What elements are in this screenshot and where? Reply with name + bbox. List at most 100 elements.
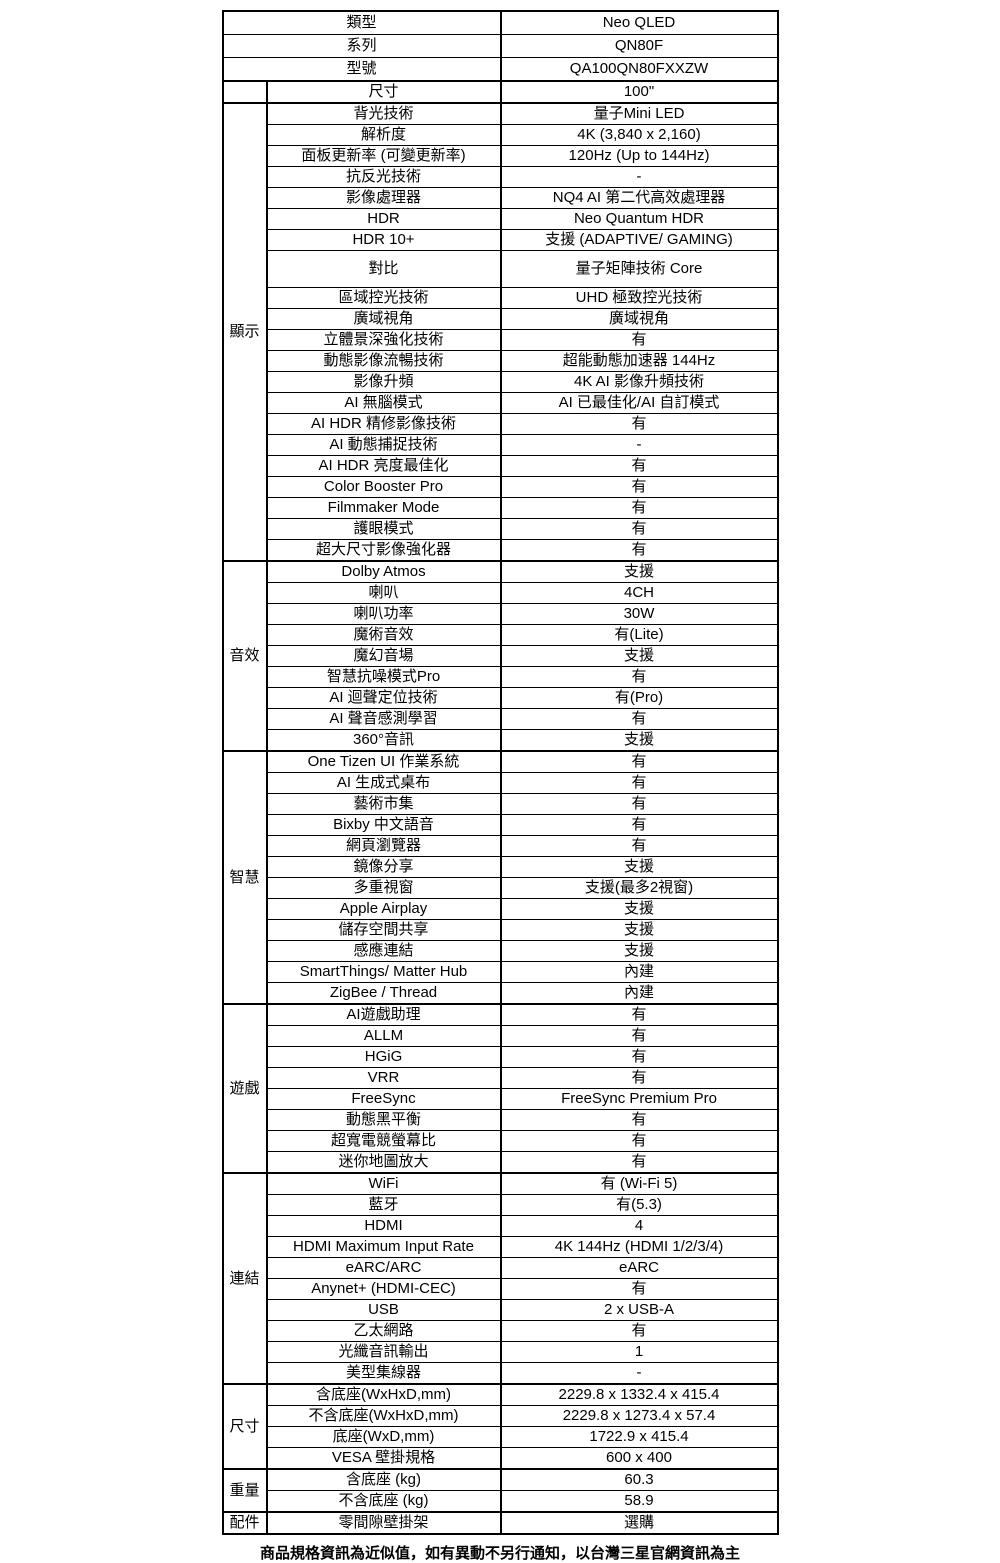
spec-value-cell: 4CH <box>499 582 779 604</box>
category-cell: 配件 <box>221 1511 268 1535</box>
spec-value-cell: 支援 <box>499 560 779 583</box>
spec-label-cell: USB <box>265 1299 502 1321</box>
spec-row: AI 生成式桌布有 <box>223 772 779 794</box>
category-cell: 智慧 <box>221 750 268 1005</box>
spec-row: 影像升頻 4K AI 影像升頻技術 <box>223 371 779 393</box>
spec-label-cell: HDR <box>265 208 502 230</box>
spec-row: 藝術市集有 <box>223 793 779 815</box>
spec-row: 立體景深強化技術有 <box>223 329 779 351</box>
spec-label-cell: 零間隙壁掛架 <box>265 1511 502 1535</box>
spec-value-cell: 2229.8 x 1332.4 x 415.4 <box>499 1383 779 1406</box>
spec-row: 遊戲 AI遊戲助理有 <box>221 1003 779 1174</box>
spec-row: FreeSync FreeSync Premium Pro <box>223 1088 779 1110</box>
spec-label-cell: AI 生成式桌布 <box>265 772 502 794</box>
spec-row: VESA 壁掛規格 600 x 400 <box>223 1447 779 1470</box>
spec-row: HDR 10+ 支援 (ADAPTIVE/ GAMING) <box>223 229 779 251</box>
spec-label-cell: 不含底座 (kg) <box>265 1490 502 1513</box>
spec-label-cell: 動態黑平衡 <box>265 1109 502 1131</box>
spec-label-cell: 魔術音效 <box>265 624 502 646</box>
spec-label-cell: 護眼模式 <box>265 518 502 540</box>
spec-value-cell: 有 <box>499 476 779 498</box>
spec-label-cell: 美型集線器 <box>265 1362 502 1385</box>
spec-label-cell: 乙太網路 <box>265 1320 502 1342</box>
spec-label-cell: 智慧抗噪模式Pro <box>265 666 502 688</box>
spec-value-cell: 600 x 400 <box>499 1447 779 1470</box>
spec-label-cell: VESA 壁掛規格 <box>265 1447 502 1470</box>
spec-row: 感應連結 支援 <box>223 940 779 962</box>
spec-value-cell: - <box>499 1362 779 1385</box>
spec-value-cell: 有 (Wi-Fi 5) <box>499 1172 779 1195</box>
spec-value-cell: - <box>499 434 779 456</box>
spec-value-cell: 有 <box>499 835 779 857</box>
spec-row: 系列 QN80F <box>221 34 779 58</box>
spec-value-cell: eARC <box>499 1257 779 1279</box>
spec-label-cell: 藍牙 <box>265 1194 502 1216</box>
spec-value-cell: 有 <box>499 793 779 815</box>
spec-label-cell: 360°音訊 <box>265 729 502 752</box>
spec-value-cell: 支援 (ADAPTIVE/ GAMING) <box>499 229 779 251</box>
category-cell: 重量 <box>221 1468 268 1513</box>
spec-label-cell: 儲存空間共享 <box>265 919 502 941</box>
spec-value-cell: 有 <box>499 1278 779 1300</box>
spec-value-cell: 廣域視角 <box>499 308 779 330</box>
spec-value-cell: 30W <box>499 603 779 625</box>
spec-row: 面板更新率 (可變更新率) 120Hz (Up to 144Hz) <box>223 145 779 167</box>
spec-label-cell: 多重視窗 <box>265 877 502 899</box>
spec-row: 儲存空間共享 支援 <box>223 919 779 941</box>
spec-label-cell: HGiG <box>265 1046 502 1068</box>
spec-label-cell: 迷你地圖放大 <box>265 1151 502 1174</box>
spec-label-cell: eARC/ARC <box>265 1257 502 1279</box>
spec-label-cell: 解析度 <box>265 124 502 146</box>
spec-value-cell: 內建 <box>499 982 779 1005</box>
spec-label-cell: 影像處理器 <box>265 187 502 209</box>
spec-row: HDMI Maximum Input Rate 4K 144Hz (HDMI 1/… <box>223 1236 779 1258</box>
spec-label-cell: 藝術市集 <box>265 793 502 815</box>
spec-label-cell: AI 迴聲定位技術 <box>265 687 502 709</box>
spec-label-cell: 背光技術 <box>265 102 502 125</box>
spec-value-cell: 有(Lite) <box>499 624 779 646</box>
spec-row: Color Booster Pro 有 <box>223 476 779 498</box>
spec-row: AI HDR 亮度最佳化有 <box>223 455 779 477</box>
spec-value-cell: 有 <box>499 750 779 773</box>
spec-value-cell: FreeSync Premium Pro <box>499 1088 779 1110</box>
spec-row: 護眼模式有 <box>223 518 779 540</box>
spec-row: 底座(WxD,mm) 1722.9 x 415.4 <box>223 1426 779 1448</box>
spec-row: 智慧 One Tizen UI 作業系統有 <box>221 750 779 1005</box>
spec-row: 對比 量子矩陣技術 Core <box>223 250 779 288</box>
spec-value-cell: 有 <box>499 455 779 477</box>
spec-row: USB 2 x USB-A <box>223 1299 779 1321</box>
spec-value-cell: 支援 <box>499 856 779 878</box>
spec-value-cell: 4K (3,840 x 2,160) <box>499 124 779 146</box>
spec-row: 喇叭功率 30W <box>223 603 779 625</box>
spec-label-cell: 區域控光技術 <box>265 287 502 309</box>
spec-label-cell: 含底座(WxHxD,mm) <box>265 1383 502 1406</box>
spec-value-cell: 內建 <box>499 961 779 983</box>
spec-row: eARC/ARC eARC <box>223 1257 779 1279</box>
spec-label-cell: One Tizen UI 作業系統 <box>265 750 502 773</box>
category-cell: 遊戲 <box>221 1003 268 1174</box>
spec-row: AI HDR 精修影像技術有 <box>223 413 779 435</box>
spec-row: AI 聲音感測學習有 <box>223 708 779 730</box>
spec-value-cell: UHD 極致控光技術 <box>499 287 779 309</box>
category-cell: 音效 <box>221 560 268 752</box>
spec-value-cell: 支援 <box>499 898 779 920</box>
spec-value-cell: 支援 <box>499 729 779 752</box>
spec-value-cell: 4K 144Hz (HDMI 1/2/3/4) <box>499 1236 779 1258</box>
spec-label-cell: HDR 10+ <box>265 229 502 251</box>
spec-row: VRR 有 <box>223 1067 779 1089</box>
spec-value-cell: 有 <box>499 1067 779 1089</box>
spec-row: 動態黑平衡有 <box>223 1109 779 1131</box>
spec-value-cell: 4K AI 影像升頻技術 <box>499 371 779 393</box>
spec-label-cell: FreeSync <box>265 1088 502 1110</box>
spec-row: SmartThings/ Matter Hub 內建 <box>223 961 779 983</box>
spec-label-cell: 型號 <box>221 57 502 82</box>
spec-label-cell: 底座(WxD,mm) <box>265 1426 502 1448</box>
spec-label-cell: VRR <box>265 1067 502 1089</box>
spec-label-cell: 廣域視角 <box>265 308 502 330</box>
spec-row: 解析度 4K (3,840 x 2,160) <box>223 124 779 146</box>
spec-row: Apple Airplay 支援 <box>223 898 779 920</box>
spec-row: HDR Neo Quantum HDR <box>223 208 779 230</box>
spec-value-cell: 支援 <box>499 645 779 667</box>
spec-value-cell: QN80F <box>499 34 779 58</box>
